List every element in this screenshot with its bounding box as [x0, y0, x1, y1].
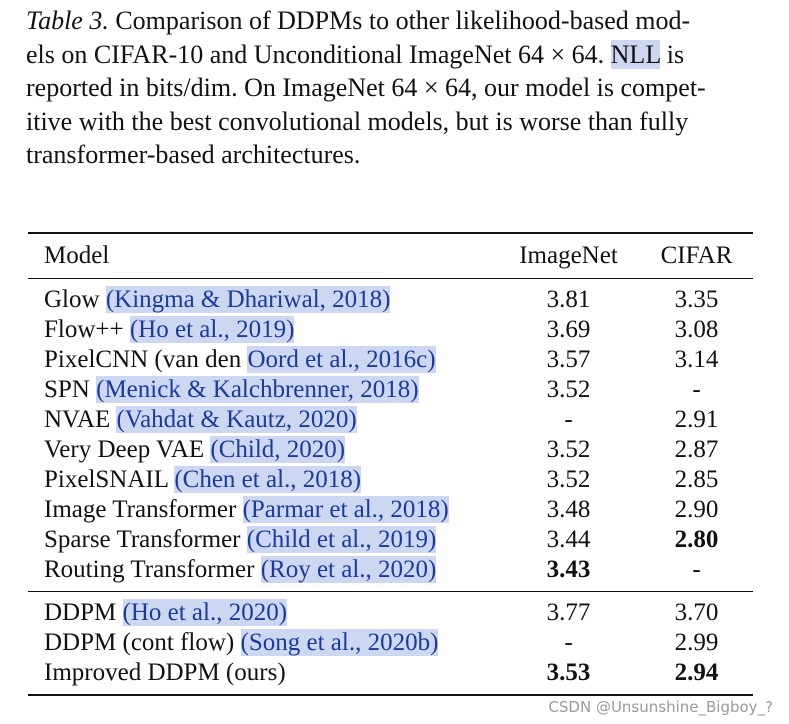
imagenet-value: - [564, 629, 573, 656]
imagenet-value: 3.57 [546, 346, 591, 373]
model-name: PixelCNN (van den [44, 346, 242, 373]
imagenet-value: 3.48 [546, 496, 591, 523]
model-name: Very Deep VAE [44, 436, 205, 463]
citation-link[interactable]: (Menick & Kalchbrenner, 2018) [96, 376, 419, 403]
caption-label: Table 3. [26, 6, 109, 35]
imagenet-value-best: 3.53 [546, 659, 591, 686]
model-name: PixelSNAIL [44, 466, 169, 493]
caption-text-2: els on CIFAR-10 and Unconditional ImageN… [26, 39, 605, 69]
header-row: Model ImageNet CIFAR [28, 234, 753, 278]
imagenet-value: 3.44 [546, 526, 591, 553]
citation-link[interactable]: (Ho et al., 2020) [122, 599, 288, 626]
citation-link[interactable]: (Roy et al., 2020) [260, 556, 437, 583]
cifar-value: - [692, 376, 701, 403]
table-row: Improved DDPM (ours) 3.53 2.94 [28, 658, 753, 688]
bottom-rule [28, 694, 753, 696]
table-row: DDPM (Ho et al., 2020) 3.77 3.70 [28, 598, 753, 628]
table-row: Image Transformer (Parmar et al., 2018) … [28, 495, 753, 525]
cifar-value: 2.91 [674, 406, 719, 433]
table-row: DDPM (cont flow) (Song et al., 2020b) - … [28, 628, 753, 658]
model-name: Routing Transformer [44, 556, 255, 583]
caption-text-1: Comparison of DDPMs to other likelihood-… [115, 6, 691, 35]
nll-highlight: NLL [610, 39, 661, 69]
cifar-value: 3.14 [674, 346, 719, 373]
imagenet-value: 3.77 [546, 599, 591, 626]
cifar-value: 2.85 [674, 466, 719, 493]
cifar-value: 3.35 [674, 286, 719, 313]
top-rule [28, 232, 753, 234]
model-name: SPN [44, 376, 90, 403]
table-row: NVAE (Vahdat & Kautz, 2020) - 2.91 [28, 405, 753, 435]
caption-text-3: is [666, 39, 685, 69]
imagenet-value: 3.81 [546, 286, 591, 313]
caption-line-2: els on CIFAR-10 and Unconditional ImageN… [26, 38, 746, 72]
header-cifar: CIFAR [660, 242, 733, 269]
model-name: Image Transformer [44, 496, 237, 523]
cifar-value: 2.90 [674, 496, 719, 523]
header-rule [28, 278, 753, 279]
table-row: Very Deep VAE (Child, 2020) 3.52 2.87 [28, 435, 753, 465]
model-name: Glow [44, 286, 100, 313]
cifar-value-best: 2.80 [674, 526, 719, 553]
citation-link[interactable]: (Ho et al., 2019) [129, 316, 295, 343]
imagenet-value-best: 3.43 [546, 556, 591, 583]
cifar-value: - [692, 556, 701, 583]
table-row: Routing Transformer (Roy et al., 2020) 3… [28, 555, 753, 585]
cifar-value: 3.08 [674, 316, 719, 343]
imagenet-value: 3.52 [546, 376, 591, 403]
citation-link[interactable]: (Child et al., 2019) [246, 526, 437, 553]
table-row: SPN (Menick & Kalchbrenner, 2018) 3.52 - [28, 375, 753, 405]
cifar-value: 2.99 [674, 629, 719, 656]
citation-link[interactable]: (Kingma & Dhariwal, 2018) [105, 286, 391, 313]
cifar-value-best: 2.94 [674, 659, 719, 686]
model-name: DDPM [44, 599, 117, 626]
watermark-text: CSDN @Unsunshine_Bigboy_? [548, 698, 773, 716]
citation-link[interactable]: (Chen et al., 2018) [174, 466, 362, 493]
imagenet-value: 3.52 [546, 466, 591, 493]
imagenet-value: - [564, 406, 573, 433]
imagenet-value: 3.69 [546, 316, 591, 343]
citation-link[interactable]: (Parmar et al., 2018) [242, 496, 449, 523]
citation-link[interactable]: (Child, 2020) [210, 436, 346, 463]
imagenet-value: 3.52 [546, 436, 591, 463]
cifar-value: 3.70 [674, 599, 719, 626]
table-row: PixelCNN (van den Oord et al., 2016c) 3.… [28, 345, 753, 375]
model-name: Sparse Transformer [44, 526, 241, 553]
cifar-value: 2.87 [674, 436, 719, 463]
section-rule [28, 591, 753, 592]
caption-line-4: itive with the best convolutional models… [26, 106, 689, 136]
model-name: Improved DDPM (ours) [44, 659, 286, 686]
model-name: NVAE [44, 406, 111, 433]
header-model: Model [44, 242, 110, 269]
caption-line-1: Table 3. Comparison of DDPMs to other li… [26, 4, 746, 38]
table-row: Flow++ (Ho et al., 2019) 3.69 3.08 [28, 315, 753, 345]
results-table: Model ImageNet CIFAR Glow (Kingma & Dhar… [28, 232, 753, 696]
citation-link[interactable]: (Song et al., 2020b) [240, 629, 439, 656]
model-name: DDPM (cont flow) [44, 629, 235, 656]
table-row: Glow (Kingma & Dhariwal, 2018) 3.81 3.35 [28, 285, 753, 315]
citation-link[interactable]: (Vahdat & Kautz, 2020) [116, 406, 357, 433]
caption-line-3: reported in bits/dim. On ImageNet 64 × 6… [26, 73, 706, 102]
citation-link[interactable]: Oord et al., 2016c) [247, 346, 436, 373]
model-name: Flow++ [44, 316, 124, 343]
caption-line-5: transformer-based architectures. [26, 140, 361, 169]
table-row: Sparse Transformer (Child et al., 2019) … [28, 525, 753, 555]
header-imagenet: ImageNet [519, 242, 618, 269]
table-caption: Table 3. Comparison of DDPMs to other li… [26, 4, 746, 172]
table-row: PixelSNAIL (Chen et al., 2018) 3.52 2.85 [28, 465, 753, 495]
